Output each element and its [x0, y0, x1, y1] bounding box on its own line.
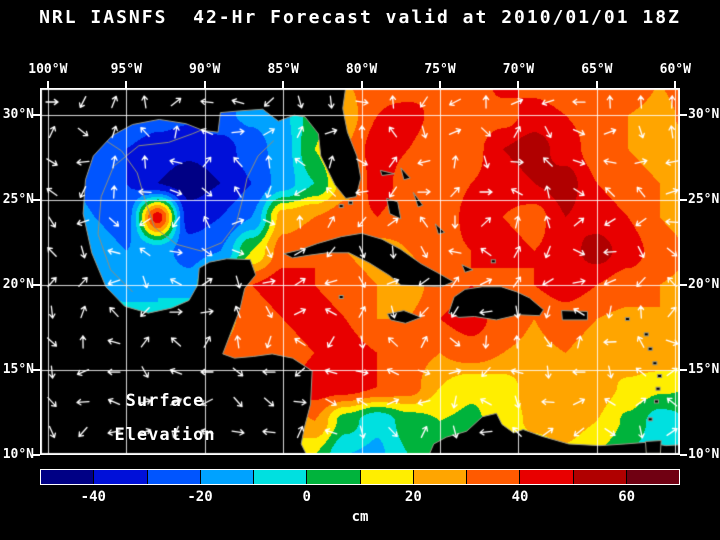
colorbar-segment: [573, 470, 627, 484]
colorbar-segment: [413, 470, 467, 484]
lat-tick-mark: [680, 369, 687, 372]
colorbar-tick-label: -40: [80, 489, 106, 505]
colorbar-unit-label: cm: [351, 509, 369, 525]
lat-tick-label: 30°N: [688, 107, 720, 123]
lon-tick-label: 80°W: [345, 62, 378, 77]
colorbar-segment: [200, 470, 254, 484]
lat-tick-label: 10°N: [688, 447, 720, 462]
lat-tick-mark: [33, 284, 40, 287]
lat-tick-label: 20°N: [688, 277, 720, 293]
lon-tick-label: 65°W: [581, 62, 613, 77]
colorbar-tick-label: 40: [511, 489, 529, 505]
lat-tick-label: 20°N: [2, 277, 34, 293]
colorbar-tick-label: 60: [618, 489, 636, 505]
lon-tick-label: 75°W: [424, 62, 456, 77]
lon-tick-mark: [595, 81, 598, 88]
colorbar-segment: [307, 470, 361, 484]
lon-tick-label: 85°W: [267, 62, 299, 77]
colorbar-segment: [626, 470, 679, 484]
lon-tick-mark: [517, 81, 520, 88]
lat-tick-label: 25°N: [2, 192, 34, 208]
colorbar-tick-label: 0: [302, 489, 311, 505]
lat-tick-mark: [680, 199, 687, 202]
lat-tick-mark: [33, 454, 40, 456]
colorbar-segment: [147, 470, 201, 484]
colorbar-tick-label: 20: [404, 489, 422, 505]
lon-tick-mark: [46, 81, 49, 88]
lon-tick-label: 95°W: [110, 62, 142, 77]
lat-tick-mark: [680, 284, 687, 287]
colorbar-tick-label: -20: [187, 489, 213, 505]
colorbar-segment: [467, 470, 521, 484]
lon-tick-mark: [282, 81, 285, 88]
colorbar-segment: [254, 470, 308, 484]
lon-tick-label: 60°W: [659, 62, 691, 77]
overlay-label-elevation: Elevation: [114, 425, 216, 445]
lat-tick-label: 15°N: [2, 362, 34, 378]
lat-tick-mark: [680, 454, 687, 456]
colorbar-segment: [520, 470, 574, 484]
figure-title: NRL IASNFS 42-Hr Forecast valid at 2010/…: [39, 7, 681, 28]
lat-tick-mark: [33, 369, 40, 372]
lon-tick-mark: [439, 81, 441, 88]
lat-tick-mark: [33, 114, 40, 117]
lon-tick-label: 90°W: [189, 62, 221, 77]
surface-elevation-map: [40, 88, 680, 455]
lon-tick-mark: [125, 81, 128, 88]
lat-tick-label: 10°N: [2, 447, 34, 462]
lat-tick-label: 15°N: [688, 362, 720, 378]
lon-tick-mark: [203, 81, 206, 88]
lon-tick-label: 70°W: [502, 62, 535, 77]
lat-tick-mark: [33, 199, 40, 202]
overlay-label-surface: Surface: [125, 391, 205, 411]
colorbar-segment: [41, 470, 95, 484]
lat-tick-mark: [680, 114, 687, 117]
colorbar: [40, 469, 680, 485]
lon-tick-label: 100°W: [28, 62, 68, 77]
colorbar-segment: [360, 470, 414, 484]
lon-tick-mark: [360, 81, 363, 88]
colorbar-segment: [94, 470, 148, 484]
lon-tick-mark: [674, 81, 677, 88]
lat-tick-label: 30°N: [2, 107, 34, 123]
lat-tick-label: 25°N: [688, 192, 720, 208]
